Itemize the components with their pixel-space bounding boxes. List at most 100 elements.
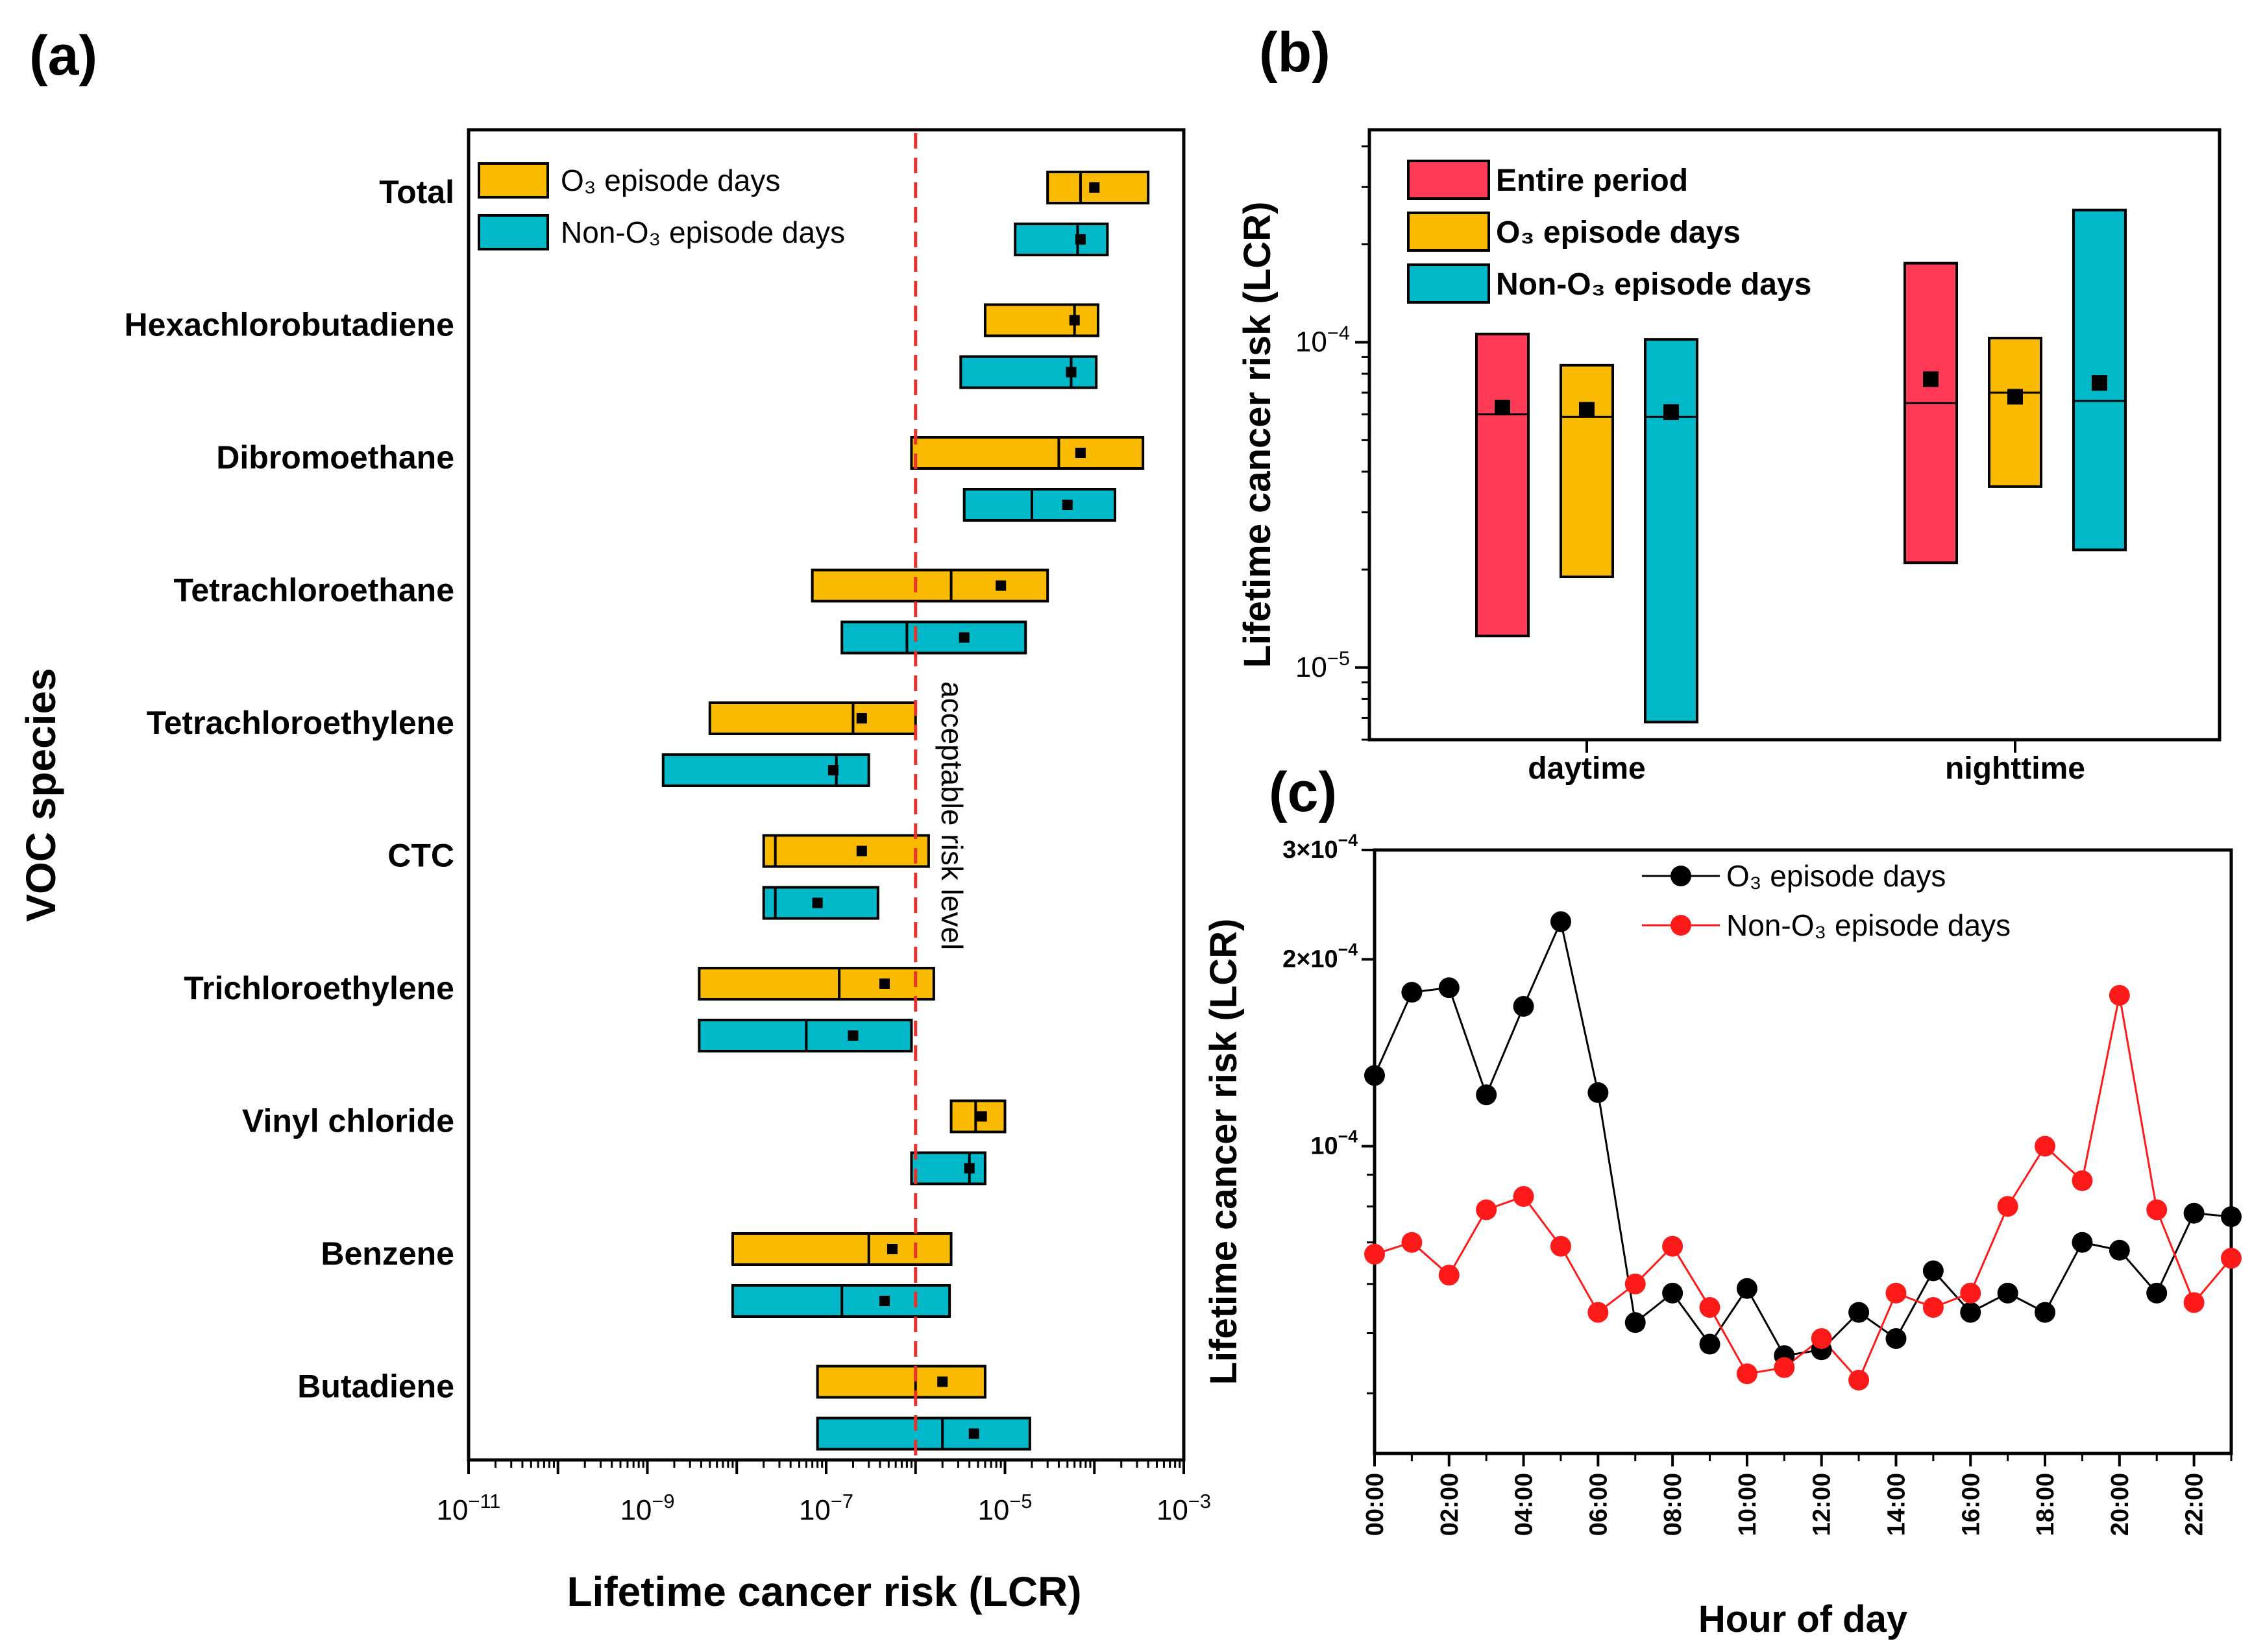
x-tick-label: 10−9 bbox=[620, 1490, 674, 1526]
box-non-o3-daytime bbox=[1644, 338, 1698, 723]
mean-o3-tetrachloroethylene bbox=[856, 713, 867, 723]
category-total: Total bbox=[379, 174, 454, 210]
point-non-o3-1700 bbox=[1997, 1196, 2018, 1217]
y-tick-label: 10−4 bbox=[1295, 321, 1350, 358]
mean-non-o3-dibromoethane bbox=[1062, 500, 1073, 510]
x-tick-label: 18:00 bbox=[2032, 1473, 2059, 1536]
mean-o3-dibromoethane bbox=[1075, 448, 1086, 458]
mean-non-o3-benzene bbox=[879, 1296, 890, 1306]
mean-o3-trichloroethylene bbox=[879, 978, 890, 989]
point-o3-2300 bbox=[2221, 1206, 2242, 1228]
box-o3-total bbox=[1046, 171, 1150, 204]
box-non-o3-butadiene bbox=[816, 1416, 1031, 1451]
point-o3-1500 bbox=[1922, 1260, 1944, 1282]
box-non-o3-vinyl-chloride bbox=[910, 1151, 986, 1185]
panel-a: 10−11 10−9 10−7 10−5 10−3 Total Hexachlorobut… bbox=[18, 128, 1211, 1615]
legend-entire-label: Entire period bbox=[1496, 164, 1688, 198]
point-non-o3-0700 bbox=[1624, 1273, 1646, 1294]
x-tick-label: 10:00 bbox=[1734, 1473, 1761, 1536]
mean-non-o3-total bbox=[1075, 234, 1086, 245]
box-o3-benzene bbox=[731, 1232, 953, 1266]
panel-c-lines bbox=[1364, 911, 2242, 1391]
point-non-o3-0800 bbox=[1662, 1235, 1683, 1257]
panel-c-x-axis-label: Hour of day bbox=[1698, 1598, 1907, 1640]
point-o3-1400 bbox=[1885, 1328, 1907, 1349]
point-o3-0600 bbox=[1587, 1082, 1609, 1103]
x-tick-label: 08:00 bbox=[1659, 1473, 1687, 1536]
panel-b-frame bbox=[1367, 128, 2221, 742]
panel-b-y-ticks: 10−4 10−5 bbox=[1295, 145, 1369, 741]
x-tick-label: 20:00 bbox=[2107, 1473, 2134, 1536]
panel-a-y-axis-label: VOC species bbox=[18, 668, 64, 921]
legend-entire-swatch bbox=[1407, 160, 1490, 200]
y-tick-label: 3×10−4 bbox=[1282, 831, 1358, 864]
point-non-o3-0600 bbox=[1587, 1302, 1609, 1323]
point-o3-0400 bbox=[1513, 995, 1534, 1017]
point-o3-0900 bbox=[1699, 1333, 1720, 1355]
box-o3-daytime bbox=[1560, 363, 1614, 579]
panel-c-ticks: 3×10−4 2×10−4 10−4 00:00 02:00 04:00 06:00 08:0… bbox=[1282, 831, 2233, 1536]
point-non-o3-1000 bbox=[1736, 1363, 1757, 1385]
point-non-o3-1400 bbox=[1885, 1282, 1907, 1304]
point-o3-0000 bbox=[1364, 1065, 1385, 1086]
point-non-o3-0300 bbox=[1476, 1199, 1497, 1221]
point-non-o3-1600 bbox=[1960, 1282, 1981, 1304]
point-o3-0300 bbox=[1476, 1084, 1497, 1106]
y-tick-label: 2×10−4 bbox=[1282, 940, 1358, 973]
legend-o3-swatch bbox=[478, 162, 549, 199]
category-dibromoethane: Dibromoethane bbox=[216, 439, 454, 476]
point-non-o3-0900 bbox=[1699, 1296, 1720, 1318]
point-non-o3-2200 bbox=[2183, 1292, 2205, 1313]
mean-o3-butadiene bbox=[937, 1376, 948, 1387]
point-non-o3-2000 bbox=[2109, 984, 2130, 1006]
box-o3-hexachlorobutadiene bbox=[983, 303, 1099, 337]
mean-o3-benzene bbox=[887, 1244, 898, 1254]
panel-c-y-axis-label: Lifetime cancer risk (LCR) bbox=[1203, 919, 1245, 1385]
box-o3-nighttime bbox=[1988, 337, 2042, 488]
point-o3-2100 bbox=[2146, 1282, 2168, 1304]
category-tetrachloroethylene: Tetrachloroethylene bbox=[147, 705, 454, 741]
mean-non-o3-daytime bbox=[1663, 404, 1679, 420]
box-non-o3-dibromoethane bbox=[962, 488, 1116, 522]
category-trichloroethylene: Trichloroethylene bbox=[184, 970, 454, 1006]
y-tick-label: 10−5 bbox=[1295, 647, 1350, 683]
mean-o3-hexachlorobutadiene bbox=[1069, 315, 1080, 326]
line-o3 bbox=[1373, 918, 2232, 1357]
mean-o3-tetrachloroethane bbox=[996, 580, 1007, 591]
panel-c: 3×10−4 2×10−4 10−4 00:00 02:00 04:00 06:00 08:0… bbox=[1203, 831, 2242, 1640]
mean-o3-nighttime bbox=[2007, 389, 2023, 405]
point-o3-0700 bbox=[1624, 1312, 1646, 1333]
legend-b-o3-swatch bbox=[1407, 212, 1490, 252]
mean-non-o3-vinyl-chloride bbox=[964, 1163, 975, 1174]
point-o3-0100 bbox=[1401, 982, 1423, 1003]
mean-non-o3-butadiene bbox=[968, 1428, 979, 1439]
legend-non-o3-label: Non-O₃ episode days bbox=[561, 215, 845, 249]
point-non-o3-2300 bbox=[2221, 1248, 2242, 1269]
point-o3-1000 bbox=[1736, 1278, 1757, 1299]
mean-non-o3-trichloroethylene bbox=[848, 1030, 859, 1041]
mean-non-o3-nighttime bbox=[2092, 375, 2107, 391]
x-tick-label: 10−11 bbox=[437, 1490, 501, 1526]
point-non-o3-0000 bbox=[1364, 1243, 1385, 1265]
point-o3-0500 bbox=[1550, 911, 1571, 932]
panel-c-frame bbox=[1373, 848, 2233, 1455]
panel-b-label: (b) bbox=[1259, 21, 1330, 84]
legend-o3-label: O₃ episode days bbox=[561, 164, 780, 197]
box-non-o3-ctc bbox=[762, 886, 879, 920]
box-non-o3-tetrachloroethane bbox=[840, 620, 1027, 655]
legend-b-o3-label: O₃ episode days bbox=[1496, 215, 1741, 250]
point-o3-0200 bbox=[1438, 977, 1460, 999]
panel-b-categories: daytime nighttime bbox=[1528, 740, 2085, 786]
point-o3-1900 bbox=[2072, 1232, 2093, 1253]
point-o3-1600 bbox=[1960, 1302, 1981, 1323]
mean-non-o3-tetrachloroethylene bbox=[827, 765, 838, 775]
mean-entire-nighttime bbox=[1923, 371, 1939, 387]
panel-b: 10−410−5 daytime nighttime Entire period … bbox=[1236, 128, 2221, 786]
point-non-o3-1300 bbox=[1848, 1370, 1870, 1391]
panel-b-boxes bbox=[1475, 208, 2127, 723]
mean-o3-daytime bbox=[1579, 402, 1595, 418]
point-non-o3-1900 bbox=[2072, 1170, 2093, 1191]
box-o3-tetrachloroethane bbox=[811, 568, 1049, 603]
x-tick-label: 14:00 bbox=[1883, 1473, 1910, 1536]
